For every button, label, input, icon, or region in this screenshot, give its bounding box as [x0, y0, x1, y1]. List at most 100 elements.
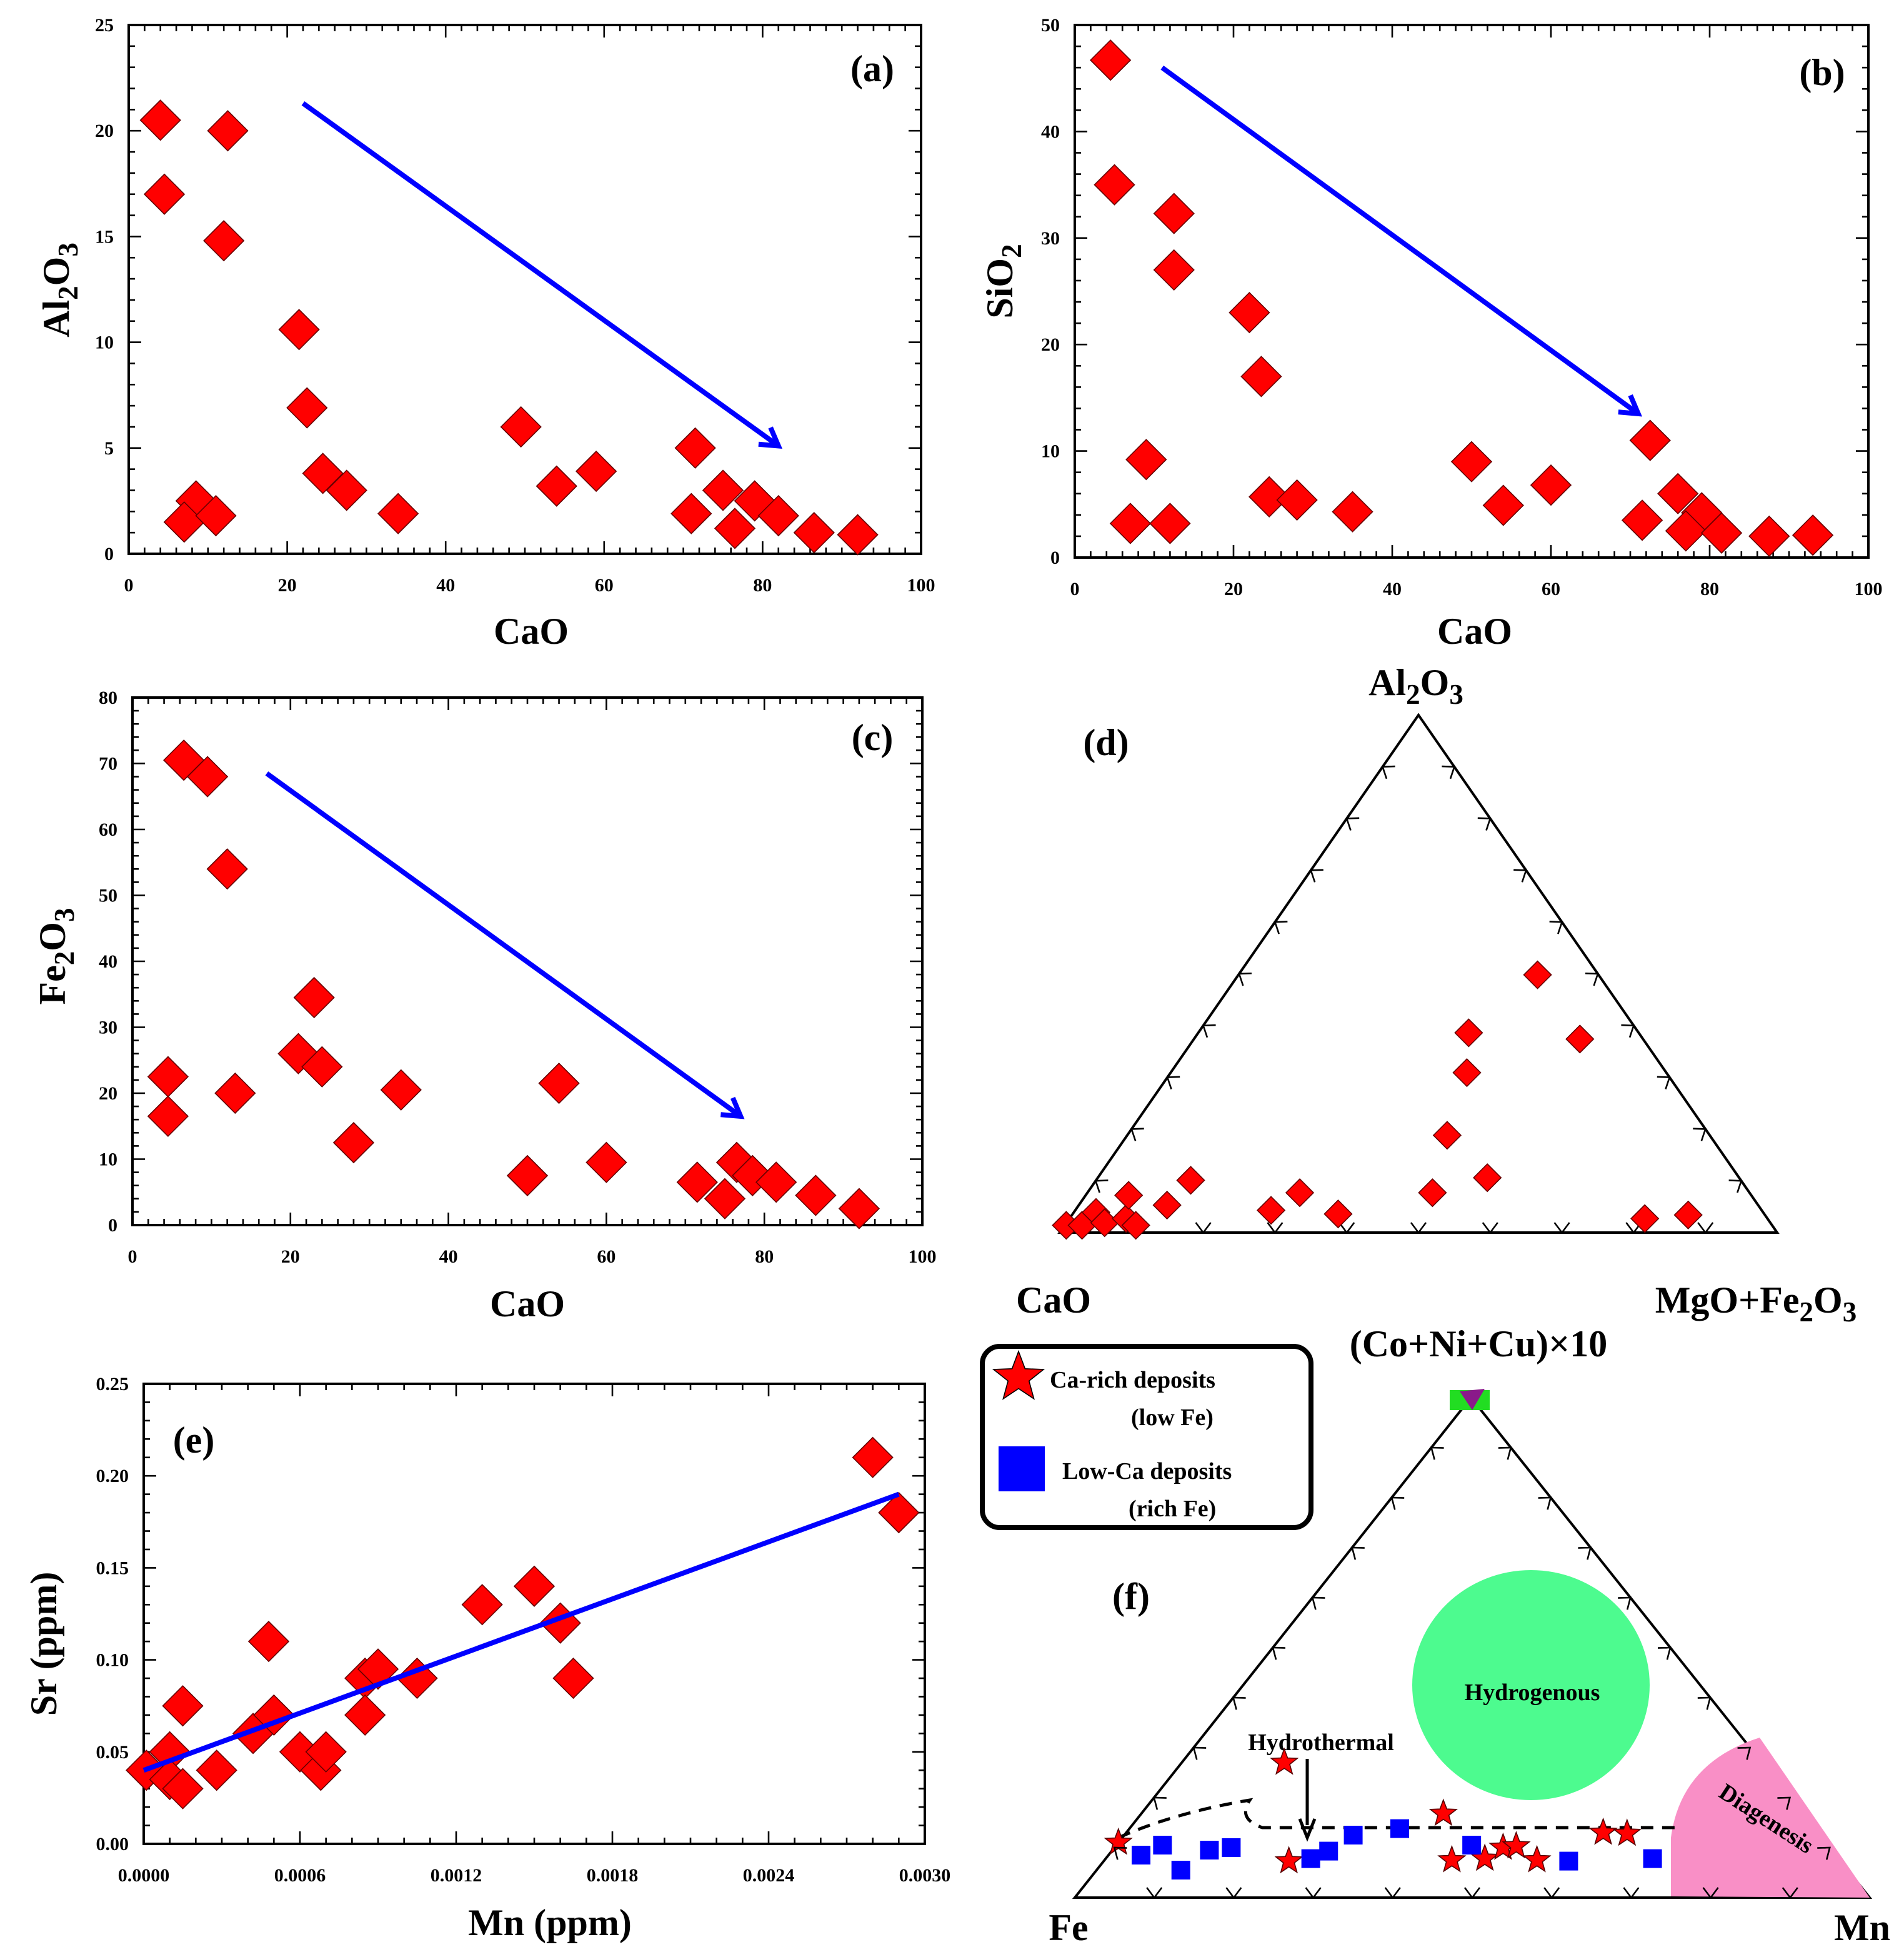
panel-b: CaO SiO2 (b) 0 20 40 60 80 100 0 10 20 30 40 50 [979, 15, 1883, 652]
data-point [714, 508, 756, 549]
y-axis-label: Al2O3 [36, 243, 84, 338]
label-part: MgO+Fe [1655, 1279, 1800, 1321]
ternary-tick [1113, 1846, 1127, 1860]
data-point [793, 512, 835, 554]
data-point [586, 1141, 627, 1183]
data-point [1285, 1178, 1315, 1208]
y-tick-label: 20 [95, 121, 114, 141]
x-tick-label: 100 [909, 1246, 937, 1267]
diagenesis-region [1671, 1738, 1870, 1898]
ternary-tick [1390, 1496, 1405, 1510]
label-part: O [36, 257, 77, 286]
data-point [207, 110, 249, 152]
data-point [676, 1161, 718, 1203]
ternary-tick [1310, 869, 1323, 883]
data-point [203, 220, 245, 262]
ternary-tick [1549, 921, 1563, 934]
data-point [1121, 1211, 1150, 1240]
ternary-tick [1153, 1796, 1167, 1810]
data-point-star [1437, 1844, 1467, 1873]
ternary-tick [1657, 1076, 1671, 1089]
data-point [513, 1565, 556, 1607]
ternary-tick [1782, 1887, 1798, 1899]
ternary-tick [1482, 1222, 1498, 1234]
label-part: Al [1368, 662, 1406, 703]
ternary-tick [1267, 1222, 1283, 1234]
ternary-tick [1463, 1887, 1481, 1899]
panel-f: Hydrogenous Diagenesis Hydrothermal (Co+… [980, 1323, 1890, 1948]
x-tick-label: 0.0030 [899, 1865, 951, 1886]
x-tick-label: 0.0006 [274, 1865, 326, 1886]
ternary-tick [1585, 972, 1599, 986]
x-tick-label: 0.0000 [118, 1865, 170, 1886]
x-tick-label: 40 [1383, 579, 1402, 599]
data-point [536, 465, 577, 507]
data-point [344, 1694, 386, 1736]
x-tick-label: 60 [597, 1246, 616, 1267]
data-point [195, 494, 237, 537]
x-tick-label: 20 [278, 575, 297, 596]
ternary-tick [1238, 972, 1252, 986]
ternary-tick [1166, 1076, 1180, 1089]
data-point [506, 1154, 549, 1197]
data-point-star [1502, 1831, 1531, 1859]
panel-d: Al2O3 CaO MgO+Fe2O3 (d) [1016, 662, 1857, 1328]
data-point [214, 1072, 256, 1114]
label-part: O [1813, 1279, 1843, 1321]
data-point [1523, 960, 1552, 989]
data-point [1657, 473, 1699, 514]
data-point-square [1301, 1849, 1320, 1868]
ternary-tick [1273, 921, 1288, 934]
data-point [500, 406, 542, 448]
y-tick-label: 20 [99, 1083, 117, 1104]
data-point-square [1343, 1826, 1363, 1844]
data-point [852, 1436, 894, 1478]
y-tick-label: 0.00 [96, 1834, 129, 1854]
ternary-tick [1311, 1596, 1325, 1610]
data-point [1240, 356, 1282, 398]
x-tick-label: 100 [1855, 579, 1883, 599]
data-point [186, 756, 229, 798]
data-point [1256, 1196, 1286, 1225]
legend-sublabel-ca-rich: (low Fe) [1131, 1404, 1214, 1431]
data-point [1792, 514, 1834, 556]
data-point [247, 1621, 290, 1663]
y-tick-label: 0.15 [96, 1558, 129, 1578]
label-part: 2 [52, 286, 84, 300]
data-point-square [1153, 1836, 1172, 1854]
apex-label-left: CaO [1016, 1279, 1091, 1321]
hydrothermal-label: Hydrothermal [1248, 1729, 1394, 1756]
data-point [1418, 1178, 1447, 1208]
ternary-tick [1702, 1887, 1719, 1899]
y-tick-label: 50 [1041, 15, 1060, 36]
y-tick-label: 30 [1041, 228, 1060, 249]
apex-label-left: Fe [1049, 1907, 1088, 1948]
ternary-tick [1498, 1446, 1512, 1460]
trend-arrowhead [758, 426, 783, 449]
data-point-square [1200, 1841, 1219, 1859]
x-axis-label: CaO [1437, 611, 1512, 652]
label-part: 2 [1406, 679, 1420, 710]
x-tick-label: 60 [1542, 579, 1560, 599]
y-tick-label: 10 [1041, 441, 1060, 462]
data-point [326, 469, 367, 511]
ternary-tick [1272, 1646, 1286, 1660]
trend-arrow [1160, 65, 1640, 416]
data-point [1482, 484, 1524, 526]
panel-label: (f) [1112, 1576, 1150, 1617]
x-tick-label: 0.0024 [743, 1865, 795, 1886]
y-tick-label: 15 [95, 226, 114, 247]
y-tick-label: 0.10 [96, 1650, 129, 1671]
panel-label: (d) [1083, 722, 1129, 763]
data-point-square [1559, 1851, 1578, 1871]
apex-label-right: MgO+Fe2O3 [1655, 1279, 1857, 1328]
x-tick-label: 0.0012 [431, 1865, 482, 1886]
data-point [1530, 464, 1572, 506]
data-point-star [1588, 1817, 1618, 1845]
data-point [538, 1063, 580, 1104]
legend-label-ca-rich: Ca-rich deposits [1050, 1367, 1215, 1393]
ternary-tick [1777, 1796, 1792, 1810]
label-part: SiO [979, 258, 1020, 319]
data-point [1452, 1058, 1482, 1088]
ternary-tick [1553, 1222, 1570, 1234]
